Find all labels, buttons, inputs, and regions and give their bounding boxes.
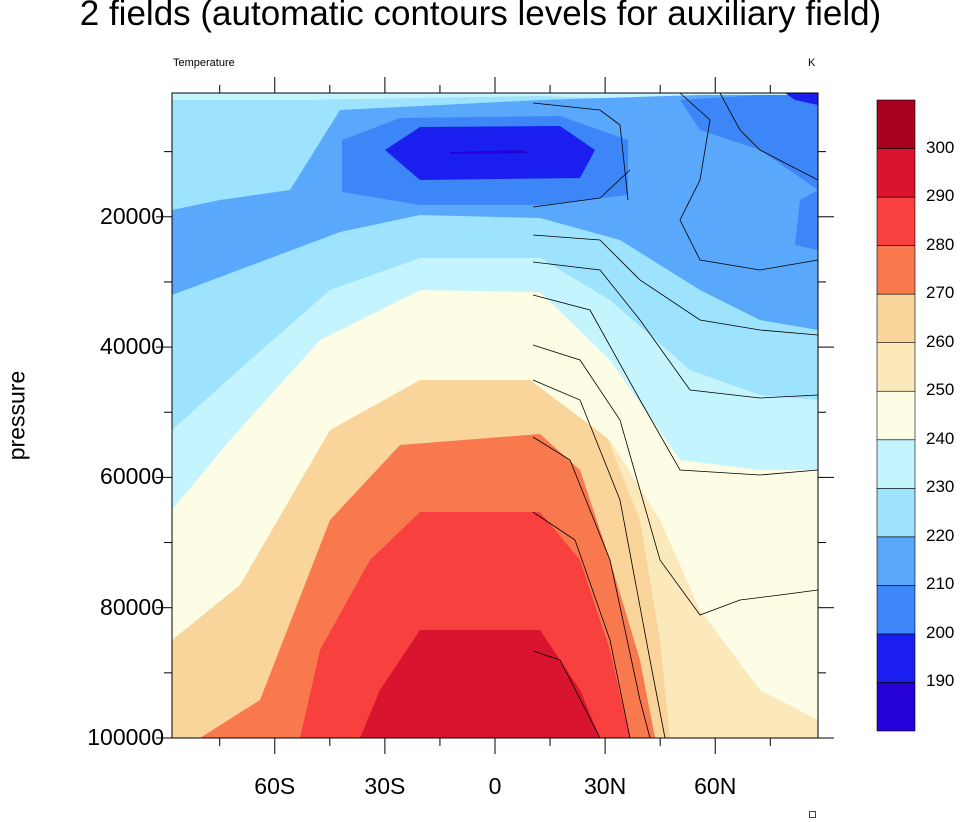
colorbar-label: 200 xyxy=(926,622,955,642)
colorbar-box xyxy=(876,488,916,538)
right-subtitle: K xyxy=(808,57,816,69)
level-220 xyxy=(172,95,818,330)
y-tick-label: 100000 xyxy=(87,724,164,750)
axis-tick-marks xyxy=(156,77,834,754)
colorbar-box xyxy=(876,196,916,246)
colorbar xyxy=(876,99,916,732)
colorbar-label: 220 xyxy=(926,525,955,545)
colorbar-box xyxy=(876,536,916,586)
ne-210 xyxy=(680,95,818,250)
colorbar-box xyxy=(876,682,916,732)
colorbar-label: 250 xyxy=(926,380,955,400)
contour-fill-area xyxy=(172,93,818,738)
chart-title: 2 fields (automatic contours levels for … xyxy=(79,0,882,33)
colorbar-label: 190 xyxy=(926,671,955,691)
colorbar-label: 240 xyxy=(926,428,955,448)
colorbar-label: 230 xyxy=(926,477,955,497)
aux-contour-line xyxy=(532,234,819,336)
colorbar-box xyxy=(876,293,916,343)
aux-contour-line xyxy=(532,169,631,208)
colorbar-label: 290 xyxy=(926,186,955,206)
y-tick-label: 20000 xyxy=(100,202,164,229)
y-tick-label: 40000 xyxy=(100,333,164,360)
x-tick-label: 60S xyxy=(254,773,296,799)
aux-contour-line xyxy=(532,261,819,399)
colorbar-box xyxy=(876,585,916,635)
colorbar-box xyxy=(876,148,916,198)
colorbar-label: 210 xyxy=(926,574,955,594)
x-tick-label: 30N xyxy=(584,773,627,799)
x-tick-label: 0 xyxy=(488,773,502,799)
y-tick-label: 60000 xyxy=(100,463,164,490)
level-240 xyxy=(172,258,818,510)
aux-contour-line xyxy=(532,511,631,739)
colorbar-box xyxy=(876,342,916,392)
ne-200 xyxy=(785,93,818,105)
aux-contour-line xyxy=(532,436,651,739)
aux-contour-line xyxy=(679,92,819,271)
colorbar-box xyxy=(876,633,916,683)
colorbar-box xyxy=(876,245,916,295)
aux-contour-line xyxy=(532,650,601,739)
colorbar-label: 280 xyxy=(926,234,955,254)
top-band-240 xyxy=(172,93,818,105)
colorbar-label: 300 xyxy=(926,137,955,157)
aux-contour-line xyxy=(532,294,819,476)
x-tick-label: 60N xyxy=(694,773,737,799)
aux-contour-line xyxy=(532,344,819,616)
y-tick-label: 80000 xyxy=(100,593,164,620)
colorbar-box xyxy=(876,99,916,149)
colorbar-label: 260 xyxy=(926,331,955,351)
left-subtitle: Temperature xyxy=(173,57,235,69)
auxiliary-contour-lines xyxy=(532,92,819,739)
colorbar-box xyxy=(876,390,916,441)
level-190 xyxy=(450,150,530,154)
level-230 xyxy=(172,225,818,430)
level-300 xyxy=(360,630,600,738)
x-tick-label: 30S xyxy=(364,773,406,799)
aux-contour-line xyxy=(532,379,666,739)
colorbar-label: 270 xyxy=(926,283,955,303)
aux-contour-line xyxy=(532,102,629,201)
colorbar-box xyxy=(876,439,916,489)
corner-square-icon xyxy=(809,811,816,818)
aux-contour-line xyxy=(719,92,819,181)
